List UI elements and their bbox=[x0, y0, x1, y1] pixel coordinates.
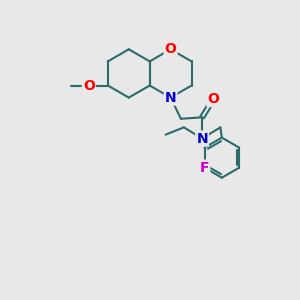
Text: N: N bbox=[196, 131, 208, 146]
Text: O: O bbox=[83, 79, 95, 92]
Text: F: F bbox=[200, 161, 209, 175]
Text: N: N bbox=[165, 91, 176, 105]
Text: O: O bbox=[165, 42, 176, 56]
Text: O: O bbox=[207, 92, 219, 106]
